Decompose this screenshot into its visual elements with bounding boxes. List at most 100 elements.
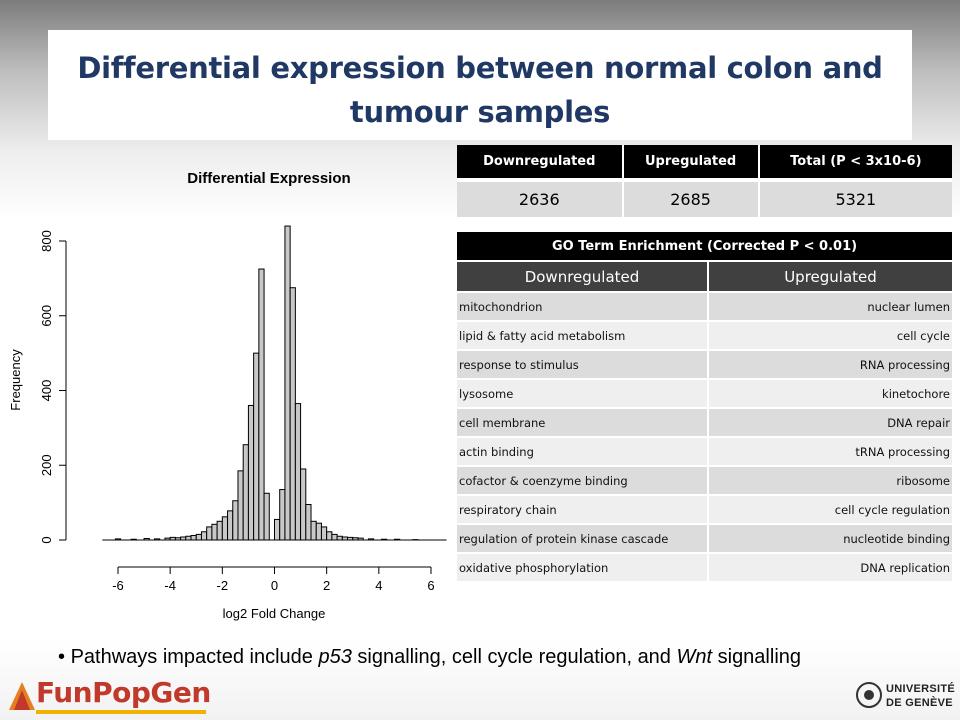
histogram-bar	[221, 516, 229, 541]
histogram-chart: Differential Expression log2 Fold Change F…	[8, 170, 447, 621]
histogram-bar	[206, 526, 213, 541]
bullet-prefix: Pathways impacted include	[70, 646, 319, 668]
unige-logo-line2: DE GENÈVE	[886, 697, 953, 709]
bullet-p53: p53	[318, 646, 352, 668]
histogram-bar	[174, 537, 182, 541]
go-term-up: ribosome	[708, 465, 952, 495]
go-term-down: lysosome	[457, 378, 709, 408]
histogram-bar	[326, 531, 333, 541]
summary-table: Downregulated Upregulated Total (P < 3x1…	[457, 145, 952, 217]
go-table-row: regulation of protein kinase cascade nucl…	[457, 523, 952, 553]
histogram-bar	[320, 526, 328, 541]
histogram-bar	[253, 352, 260, 541]
x-tick-label: -6	[112, 578, 124, 593]
histogram-tail-bar	[130, 538, 137, 541]
go-table-row: lysosome kinetochore	[457, 378, 952, 408]
histogram-bar	[216, 520, 223, 541]
go-term-up: cell cycle	[708, 320, 952, 350]
go-term-down: mitochondrion	[457, 291, 709, 321]
histogram-bar	[357, 537, 364, 541]
slide-title: Differential expression between normal c…	[77, 51, 883, 129]
go-table-row: oxidative phosphorylation DNA replication	[457, 552, 952, 581]
go-col-upregulated: Upregulated	[708, 260, 952, 292]
x-tick-label: 0	[271, 578, 278, 593]
histogram-bar	[237, 470, 244, 541]
go-term-up: cell cycle regulation	[708, 494, 952, 524]
funpopgen-logo-text: FunPopGen	[36, 676, 211, 709]
go-table-body: mitochondrion nuclear lumen lipid & fatty …	[457, 291, 952, 581]
histogram-bar	[279, 489, 286, 541]
histogram-bar	[258, 268, 265, 541]
go-term-up: kinetochore	[708, 378, 952, 408]
go-term-down: response to stimulus	[457, 349, 709, 379]
y-tick-label: 800	[39, 230, 54, 252]
histogram-bar	[331, 533, 338, 541]
histogram-bar	[247, 404, 255, 541]
funpopgen-mark-icon	[9, 682, 35, 710]
pathways-bullet: • Pathways impacted include p53 signalli…	[58, 646, 802, 668]
x-axis-label: log2 Fold Change	[223, 606, 326, 621]
histogram-bar	[310, 520, 317, 541]
go-term-down: cell membrane	[457, 407, 709, 437]
histogram-tail-bar	[143, 538, 150, 541]
summary-header-total-text: Total (P < 3x10-6)	[790, 154, 922, 169]
bullet-mid: signalling, cell cycle regulation, and	[351, 646, 677, 668]
summary-value-down: 2636	[457, 178, 624, 217]
go-term-down: oxidative phosphorylation	[457, 552, 709, 581]
go-table-row: lipid & fatty acid metabolism cell cycle	[457, 320, 952, 350]
go-term-up: RNA processing	[708, 349, 952, 379]
histogram-bar	[263, 492, 270, 541]
unige-seal-icon	[856, 682, 882, 708]
unige-logo: UNIVERSITÉ DE GENÈVE	[856, 680, 960, 716]
go-table-row: mitochondrion nuclear lumen	[457, 291, 952, 321]
title-panel	[48, 30, 912, 140]
go-col-downregulated: Downregulated	[457, 260, 709, 292]
go-term-up: nuclear lumen	[708, 291, 952, 321]
histogram-bar	[341, 536, 349, 541]
histogram-bar	[164, 537, 171, 541]
x-tick-label: -2	[217, 578, 229, 593]
histogram-bar	[211, 523, 218, 541]
go-term-down: respiratory chain	[457, 494, 709, 524]
go-table-caption: GO Term Enrichment (Corrected P < 0.01)	[457, 232, 952, 261]
histogram-bar	[180, 536, 187, 541]
go-term-down: lipid & fatty acid metabolism	[457, 320, 709, 350]
histogram-bar	[284, 225, 291, 541]
histogram-bar	[190, 535, 197, 541]
x-tick-label: -4	[164, 578, 176, 593]
go-table-row: cell membrane DNA repair	[457, 407, 952, 437]
y-tick-label: 400	[39, 380, 54, 402]
histogram-bar	[242, 444, 249, 541]
histogram-bar	[169, 536, 176, 541]
summary-header-down: Downregulated	[457, 145, 624, 180]
histogram-bar	[185, 535, 192, 541]
histogram-bar	[232, 500, 239, 541]
histogram-bar	[352, 537, 359, 541]
histogram-tail-bar	[154, 538, 161, 541]
go-table-row: actin binding tRNA processing	[457, 436, 952, 466]
go-table-row: cofactor & coenzyme binding ribosome	[457, 465, 952, 495]
histogram-tail-bar	[380, 538, 388, 541]
histogram-tail-bar	[114, 538, 122, 541]
y-tick-label: 200	[39, 454, 54, 476]
histogram-bar	[227, 510, 234, 541]
go-enrichment-table: GO Term Enrichment (Corrected P < 0.01) …	[457, 232, 952, 581]
x-tick-label: 2	[323, 578, 330, 593]
go-term-down: actin binding	[457, 436, 709, 466]
go-term-up: tRNA processing	[708, 436, 952, 466]
go-table-row: response to stimulus RNA processing	[457, 349, 952, 379]
go-table-row: respiratory chain cell cycle regulation	[457, 494, 952, 524]
bullet-wnt: Wnt	[676, 646, 713, 668]
summary-header-total: Total (P < 3x10-6)	[758, 145, 952, 180]
summary-value-up: 2685	[622, 178, 760, 217]
histogram-tail-bar	[393, 538, 401, 541]
y-tick-label: 0	[39, 536, 54, 543]
histogram-tail-bar	[367, 538, 375, 541]
histogram-bar	[274, 518, 281, 541]
chart-title: Differential Expression	[187, 170, 350, 187]
go-term-up: nucleotide binding	[708, 523, 952, 553]
summary-header-up: Upregulated	[622, 145, 760, 180]
histogram-bar	[289, 287, 296, 541]
bullet-suffix: signalling	[712, 646, 802, 668]
histogram-bar	[347, 536, 354, 541]
